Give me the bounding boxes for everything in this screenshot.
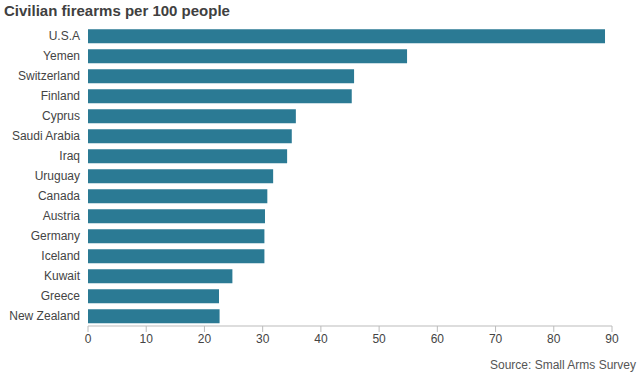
svg-text:Iceland: Iceland xyxy=(41,249,80,263)
svg-text:10: 10 xyxy=(140,332,154,346)
svg-text:30: 30 xyxy=(256,332,270,346)
svg-text:60: 60 xyxy=(431,332,445,346)
svg-text:Finland: Finland xyxy=(41,89,80,103)
svg-text:Canada: Canada xyxy=(38,189,80,203)
svg-text:New Zealand: New Zealand xyxy=(9,309,80,323)
svg-text:50: 50 xyxy=(372,332,386,346)
svg-text:80: 80 xyxy=(547,332,561,346)
svg-text:Iraq: Iraq xyxy=(59,149,80,163)
svg-text:Germany: Germany xyxy=(31,229,80,243)
svg-text:Saudi Arabia: Saudi Arabia xyxy=(12,129,80,143)
svg-text:70: 70 xyxy=(489,332,503,346)
html-text:Source: Small Arms Survey: Source: Small Arms Survey xyxy=(490,358,636,372)
svg-text:Kuwait: Kuwait xyxy=(44,269,81,283)
svg-text:Uruguay: Uruguay xyxy=(35,169,80,183)
svg-text:0: 0 xyxy=(85,332,92,346)
svg-text:90: 90 xyxy=(605,332,619,346)
svg-text:20: 20 xyxy=(198,332,212,346)
svg-text:Cyprus: Cyprus xyxy=(42,109,80,123)
svg-text:Austria: Austria xyxy=(43,209,81,223)
svg-text:Yemen: Yemen xyxy=(43,49,80,63)
svg-text:40: 40 xyxy=(314,332,328,346)
html-text:Civilian firearms per 100 peop: Civilian firearms per 100 people xyxy=(4,2,230,19)
svg-text:U.S.A: U.S.A xyxy=(49,29,80,43)
svg-text:Greece: Greece xyxy=(41,289,81,303)
svg-text:Switzerland: Switzerland xyxy=(18,69,80,83)
